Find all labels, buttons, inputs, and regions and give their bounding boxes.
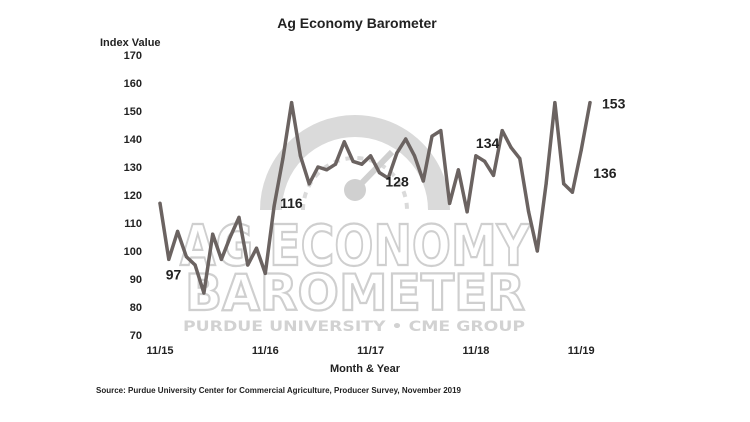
data-point — [535, 249, 539, 253]
data-point — [509, 145, 513, 149]
data-point — [421, 179, 425, 183]
data-point — [377, 171, 381, 175]
y-axis-label: Index Value — [100, 37, 161, 49]
data-point — [281, 157, 285, 161]
data-point — [404, 137, 408, 141]
chart-title: Ag Economy Barometer — [277, 15, 437, 31]
data-point — [491, 173, 496, 177]
data-point — [562, 182, 566, 186]
y-tick-label: 110 — [124, 218, 142, 230]
y-tick-label: 80 — [130, 302, 142, 314]
data-point — [500, 129, 504, 133]
x-tick-label: 11/15 — [147, 345, 174, 357]
data-point — [290, 101, 294, 105]
data-point — [263, 271, 267, 275]
data-label: 153 — [602, 96, 626, 112]
data-point — [228, 235, 232, 239]
data-point — [456, 168, 460, 172]
x-tick-label: 11/16 — [252, 345, 279, 357]
data-point — [526, 210, 531, 214]
data-point — [386, 176, 390, 180]
y-tick-label: 100 — [124, 246, 142, 258]
data-point — [272, 204, 276, 208]
data-point — [167, 257, 171, 261]
data-point — [237, 215, 241, 219]
watermark-logo: AG ECONOMY BAROMETER PURDUE UNIVERSITY •… — [179, 115, 532, 335]
data-point — [579, 148, 583, 152]
y-tick-label: 150 — [124, 106, 142, 118]
y-tick-label: 90 — [130, 274, 142, 286]
data-point — [447, 201, 452, 205]
data-point — [202, 291, 206, 295]
data-point — [316, 165, 320, 169]
data-point — [219, 257, 224, 261]
x-tick-label: 11/18 — [462, 345, 489, 357]
y-tick-label: 140 — [124, 134, 142, 146]
data-label: 116 — [280, 195, 303, 211]
data-point — [465, 210, 469, 214]
data-point — [307, 182, 311, 186]
data-point — [395, 151, 399, 155]
x-tick-label: 11/19 — [568, 345, 595, 357]
data-label: 136 — [593, 165, 617, 181]
x-tick-label: 11/17 — [357, 345, 384, 357]
data-point — [333, 162, 338, 166]
data-point — [325, 168, 329, 172]
y-tick-label: 70 — [130, 330, 142, 342]
data-label: 134 — [476, 135, 500, 151]
data-point — [588, 101, 592, 105]
data-point — [369, 154, 373, 158]
data-point — [351, 159, 355, 163]
data-point — [184, 255, 188, 259]
y-tick-label: 130 — [124, 162, 142, 174]
data-point — [553, 101, 557, 105]
data-point — [175, 229, 180, 233]
gauge-needle — [352, 149, 395, 193]
data-point — [246, 263, 250, 267]
series-line — [158, 100, 592, 295]
data-point — [430, 134, 434, 138]
data-point — [474, 154, 478, 158]
data-label: 97 — [166, 266, 182, 282]
watermark-line2: BAROMETER — [185, 264, 525, 322]
data-point — [211, 232, 215, 236]
data-point — [412, 154, 417, 158]
y-tick-label: 160 — [124, 78, 142, 90]
data-point — [193, 263, 197, 267]
y-tick-label: 170 — [124, 50, 142, 62]
data-point — [360, 162, 364, 166]
source-note: Source: Purdue University Center for Com… — [96, 386, 462, 395]
data-point — [570, 190, 575, 194]
x-axis-label: Month & Year — [330, 363, 401, 375]
data-point — [483, 159, 487, 163]
data-points — [158, 101, 592, 295]
data-point — [158, 201, 162, 205]
data-point — [254, 246, 259, 250]
y-axis-ticks: 70 80 90 100 110 120 130 140 150 160 170 — [124, 50, 142, 342]
watermark-line3: PURDUE UNIVERSITY • CME GROUP — [183, 319, 525, 335]
data-point — [518, 157, 522, 161]
data-point — [298, 154, 303, 158]
x-axis-ticks: 11/15 11/16 11/17 11/18 11/19 — [147, 345, 595, 357]
data-point — [544, 182, 548, 186]
y-tick-label: 120 — [124, 190, 142, 202]
data-point — [439, 129, 443, 133]
data-label: 128 — [385, 174, 409, 190]
point-labels: 97 116 128 134 153 136 — [166, 96, 626, 283]
data-point — [342, 140, 346, 144]
